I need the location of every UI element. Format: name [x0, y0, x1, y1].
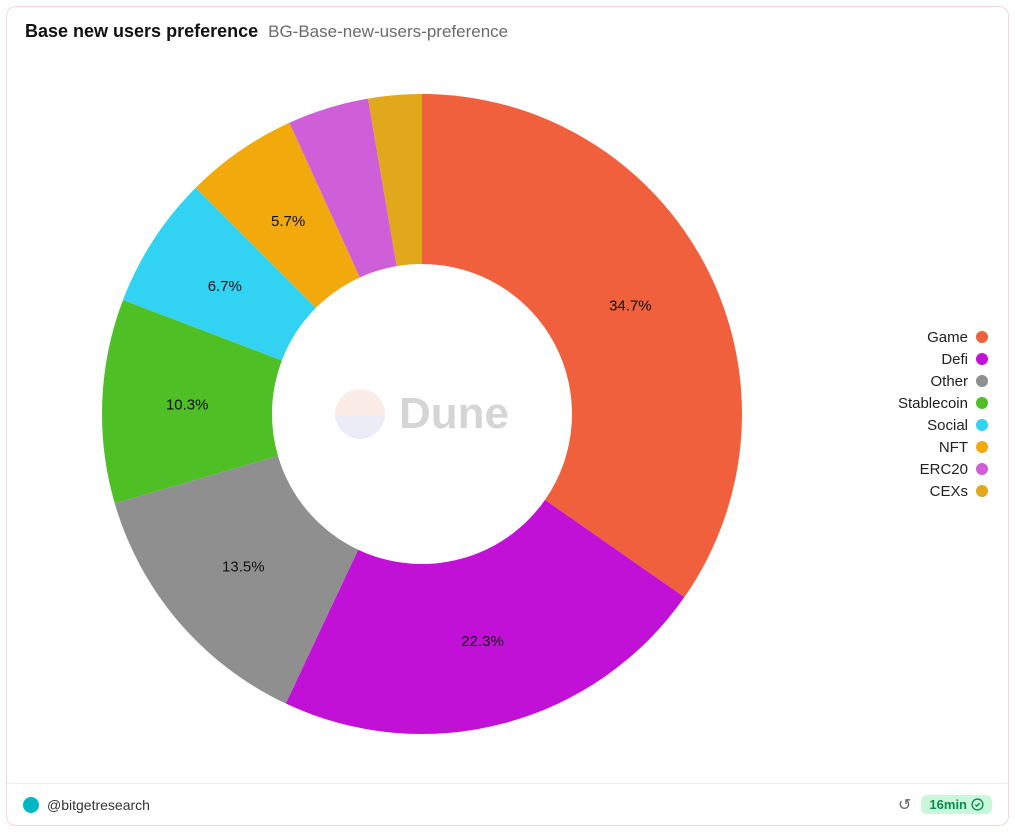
query-age-pill[interactable]: 16min — [921, 795, 992, 814]
legend-label: ERC20 — [920, 461, 968, 478]
legend-label: Social — [927, 417, 968, 434]
legend-item[interactable]: Other — [837, 373, 988, 390]
legend-item[interactable]: Social — [837, 417, 988, 434]
slice-label: 10.3% — [166, 396, 209, 413]
legend-swatch-icon — [976, 485, 988, 497]
author-avatar-icon — [23, 797, 39, 813]
slice-label: 34.7% — [609, 297, 652, 314]
legend-label: NFT — [939, 439, 968, 456]
legend-item[interactable]: NFT — [837, 439, 988, 456]
slice-label: 22.3% — [461, 633, 504, 650]
chart-title: Base new users preference — [25, 21, 258, 42]
legend: Game Defi Other Stablecoin Social NFT ERC20 CEX… — [837, 329, 1008, 500]
donut-slice[interactable] — [422, 94, 742, 597]
slice-label: 6.7% — [208, 278, 242, 295]
chart-subtitle: BG-Base-new-users-preference — [268, 22, 508, 42]
legend-item[interactable]: Defi — [837, 351, 988, 368]
slice-label: 5.7% — [271, 213, 305, 230]
legend-label: Defi — [941, 351, 968, 368]
slice-label: 13.5% — [222, 559, 265, 576]
legend-label: Game — [927, 329, 968, 346]
legend-label: CEXs — [930, 483, 968, 500]
legend-swatch-icon — [976, 353, 988, 365]
donut-chart: 34.7%22.3%13.5%10.3%6.7%5.7% Dune — [7, 48, 837, 780]
author-handle: @bitgetresearch — [47, 797, 150, 813]
refresh-icon[interactable]: ↻ — [898, 795, 911, 815]
legend-label: Stablecoin — [898, 395, 968, 412]
legend-swatch-icon — [976, 397, 988, 409]
legend-swatch-icon — [976, 331, 988, 343]
legend-item[interactable]: Stablecoin — [837, 395, 988, 412]
age-label: 16min — [929, 797, 967, 812]
legend-item[interactable]: Game — [837, 329, 988, 346]
donut-svg: 34.7% 22.3% 13.5% 10.3% 6.7% 5.7% — [72, 64, 772, 764]
card-header: Base new users preference BG-Base-new-us… — [7, 7, 1008, 48]
legend-item[interactable]: ERC20 — [837, 461, 988, 478]
check-circle-icon — [971, 798, 984, 811]
card-footer: @bitgetresearch ↻ 16min — [7, 783, 1008, 825]
legend-swatch-icon — [976, 375, 988, 387]
legend-label: Other — [930, 373, 968, 390]
legend-swatch-icon — [976, 419, 988, 431]
card-body: 34.7%22.3%13.5%10.3%6.7%5.7% Dune GameDe… — [7, 48, 1008, 780]
legend-swatch-icon — [976, 463, 988, 475]
legend-swatch-icon — [976, 441, 988, 453]
legend-item[interactable]: CEXs — [837, 483, 988, 500]
author-block[interactable]: @bitgetresearch — [23, 797, 150, 813]
chart-card: Base new users preference BG-Base-new-us… — [6, 6, 1009, 826]
